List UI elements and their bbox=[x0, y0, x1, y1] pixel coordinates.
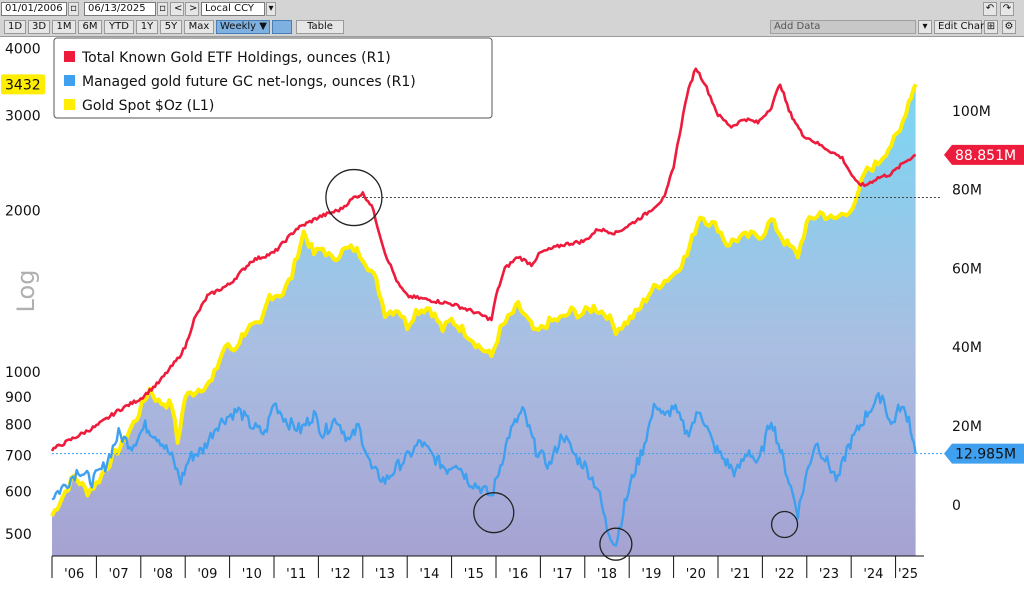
x-tick-label: '22 bbox=[775, 567, 795, 582]
chart-type-button[interactable] bbox=[272, 20, 292, 34]
table-button[interactable]: Table bbox=[296, 20, 344, 34]
x-tick-label: '20 bbox=[686, 567, 706, 582]
left-axis-title: Log bbox=[12, 270, 40, 313]
x-tick-label: '10 bbox=[242, 567, 262, 582]
left-tick-label: 3000 bbox=[5, 109, 41, 125]
x-tick-label: '23 bbox=[819, 567, 839, 582]
end-date-field[interactable]: 06/13/2025 bbox=[84, 2, 156, 16]
left-tick-label: 600 bbox=[5, 484, 32, 500]
axes: '06 '07 '08 '09 '10 '11 '12 '13 '14 '15 '16 '17 '18 '… bbox=[1, 42, 1024, 582]
legend-label: Gold Spot $Oz (L1) bbox=[82, 98, 214, 114]
legend-label: Total Known Gold ETF Holdings, ounces (R… bbox=[81, 50, 391, 66]
highlight-circle bbox=[473, 492, 515, 534]
legend-swatch bbox=[64, 75, 75, 86]
x-tick-label: '25 bbox=[898, 567, 918, 582]
period-3d-button[interactable]: 3D bbox=[28, 20, 50, 34]
x-tick-label: '13 bbox=[375, 567, 395, 582]
right-tick-label: 20M bbox=[952, 419, 982, 435]
frequency-select[interactable]: Weekly ▼ bbox=[216, 20, 270, 34]
x-tick-label: '17 bbox=[553, 567, 573, 582]
period-max-button[interactable]: Max bbox=[184, 20, 214, 34]
gold-spot-last-value-bg bbox=[1, 74, 45, 95]
x-tick-label: '09 bbox=[197, 567, 217, 582]
etf-last-value: 88.851M bbox=[955, 148, 1016, 164]
x-tick-label: '16 bbox=[508, 567, 528, 582]
highlight-circle bbox=[325, 168, 383, 227]
x-tick-label: '06 bbox=[64, 567, 84, 582]
x-tick-label: '07 bbox=[109, 567, 129, 582]
net-longs-line bbox=[51, 391, 917, 547]
edit-chart-button[interactable]: Edit Chart bbox=[934, 20, 988, 34]
right-tick-label: 40M bbox=[952, 340, 982, 356]
period-1m-button[interactable]: 1M bbox=[52, 20, 76, 34]
left-tick-label: 500 bbox=[5, 527, 32, 543]
start-date-field[interactable]: 01/01/2006 bbox=[1, 2, 67, 16]
left-tick-label: 900 bbox=[5, 390, 32, 406]
left-tick-label: 700 bbox=[5, 448, 32, 464]
x-tick-label: '14 bbox=[419, 567, 439, 582]
chart-toolbar: 01/01/2006 ▫ 06/13/2025 ▫ < > Local CCY … bbox=[0, 0, 1024, 37]
period-1y-button[interactable]: 1Y bbox=[136, 20, 158, 34]
etf-holdings-line bbox=[50, 67, 917, 452]
toolbar-row-1: 01/01/2006 ▫ 06/13/2025 ▫ < > Local CCY … bbox=[0, 0, 1024, 18]
chart-options-icon[interactable]: ⊞ bbox=[984, 20, 998, 34]
highlight-circle bbox=[770, 510, 799, 539]
legend-swatch bbox=[64, 99, 75, 110]
gear-icon[interactable]: ⚙ bbox=[1002, 20, 1016, 34]
period-forward-button[interactable]: > bbox=[185, 2, 199, 16]
add-data-field[interactable]: Add Data bbox=[770, 20, 916, 34]
period-back-button[interactable]: < bbox=[170, 2, 184, 16]
toolbar-row-2: 1D 3D 1M 6M YTD 1Y 5Y Max Weekly ▼ Table… bbox=[0, 18, 1024, 36]
x-tick-label: '24 bbox=[863, 567, 883, 582]
calendar-icon[interactable]: ▫ bbox=[68, 2, 79, 16]
legend: Total Known Gold ETF Holdings, ounces (R… bbox=[53, 37, 493, 119]
period-ytd-button[interactable]: YTD bbox=[104, 20, 134, 34]
undo-icon[interactable]: ↶ bbox=[983, 2, 997, 16]
plot-area bbox=[50, 67, 942, 561]
legend-swatch bbox=[64, 51, 75, 62]
net-longs-last-value-bg bbox=[944, 443, 1024, 464]
right-tick-label: 0 bbox=[952, 498, 961, 514]
x-tick-label: '15 bbox=[464, 567, 484, 582]
net-longs-last-value: 12.985M bbox=[955, 447, 1016, 463]
left-tick-label: 800 bbox=[5, 417, 32, 433]
highlight-circle bbox=[599, 527, 633, 561]
period-1d-button[interactable]: 1D bbox=[4, 20, 26, 34]
etf-last-value-bg bbox=[944, 144, 1024, 165]
legend-label: Managed gold future GC net-longs, ounces… bbox=[82, 74, 416, 90]
redo-icon[interactable]: ↷ bbox=[1000, 2, 1014, 16]
currency-select[interactable]: Local CCY bbox=[201, 2, 265, 16]
legend-box bbox=[53, 37, 493, 119]
left-tick-label: 2000 bbox=[5, 203, 41, 219]
chevron-down-icon[interactable]: ▾ bbox=[918, 20, 932, 34]
right-tick-label: 60M bbox=[952, 261, 982, 277]
right-tick-label: 100M bbox=[952, 104, 991, 120]
left-tick-label: 1000 bbox=[5, 365, 41, 381]
x-tick-label: '12 bbox=[331, 567, 351, 582]
x-tick-label: '18 bbox=[597, 567, 617, 582]
x-tick-label: '08 bbox=[153, 567, 173, 582]
x-tick-label: '21 bbox=[730, 567, 750, 582]
gold-spot-last-value: 3432 bbox=[5, 77, 41, 93]
gold-chart: '06 '07 '08 '09 '10 '11 '12 '13 '14 '15 '16 '17 '18 '… bbox=[1, 37, 1024, 582]
period-6m-button[interactable]: 6M bbox=[78, 20, 102, 34]
left-tick-label: 4000 bbox=[5, 42, 41, 58]
chevron-down-icon[interactable]: ▾ bbox=[266, 2, 276, 16]
x-tick-label: '19 bbox=[641, 567, 661, 582]
gold-spot-line bbox=[50, 83, 918, 517]
period-5y-button[interactable]: 5Y bbox=[160, 20, 182, 34]
x-tick-label: '11 bbox=[286, 567, 306, 582]
calendar-icon[interactable]: ▫ bbox=[157, 2, 168, 16]
right-tick-label: 80M bbox=[952, 183, 982, 199]
gold-spot-area bbox=[52, 84, 916, 557]
